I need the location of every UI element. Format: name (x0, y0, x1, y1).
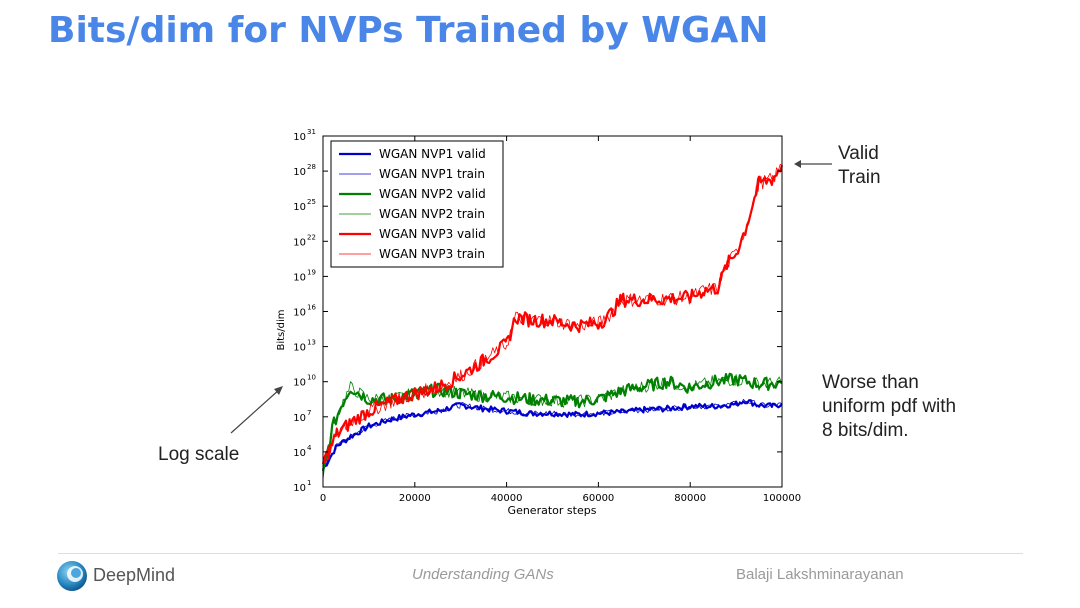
y-tick-label: 10 (293, 167, 306, 178)
annotation-line-2: uniform pdf with (822, 396, 957, 417)
y-tick-label: 10 (293, 272, 306, 283)
x-tick-label: 100000 (763, 493, 801, 504)
series-line-wgan-nvp1-train (322, 399, 783, 472)
y-tick-exponent: 13 (307, 339, 316, 347)
y-tick-exponent: 7 (307, 409, 311, 417)
y-tick-exponent: 10 (307, 374, 316, 382)
arrow-log-scale (230, 386, 283, 434)
y-tick-label: 10 (293, 237, 306, 248)
x-tick-label: 40000 (491, 493, 523, 504)
y-axis-label: Bits/dim (276, 309, 287, 350)
deepmind-logo-icon (57, 561, 87, 591)
plot-lines (321, 164, 784, 480)
x-ticks: 0 20000 40000 60000 80000 100000 (320, 136, 801, 504)
annotation-train: Train (838, 167, 881, 188)
legend-label: WGAN NVP3 train (379, 247, 485, 261)
plot-frame (322, 135, 783, 488)
annotation-worse-than-uniform: Worse than uniform pdf with 8 bits/dim. (822, 371, 956, 443)
y-tick-exponent: 19 (307, 268, 316, 276)
y-tick-label: 10 (293, 202, 306, 213)
x-tick-label: 20000 (399, 493, 431, 504)
footer-divider (58, 553, 1023, 554)
series-line-wgan-nvp2-train (322, 374, 783, 480)
footer-author: Balaji Lakshminarayanan (736, 566, 904, 583)
y-tick-exponent: 28 (307, 163, 316, 171)
legend: WGAN NVP1 valid WGAN NVP1 train WGAN NVP2 … (330, 140, 504, 268)
legend-box (330, 140, 504, 268)
x-axis-label: Generator steps (508, 504, 597, 517)
footer-presentation-title: Understanding GANs (412, 566, 554, 583)
y-tick-exponent: 22 (307, 233, 316, 241)
annotation-line-1: Worse than (822, 372, 919, 393)
legend-label: WGAN NVP2 train (379, 207, 485, 221)
y-tick-exponent: 16 (307, 304, 316, 312)
y-tick-label: 10 (293, 343, 306, 354)
series-line-wgan-nvp3-train (322, 164, 783, 465)
y-tick-exponent: 25 (307, 198, 316, 206)
series-line-wgan-nvp1-valid (322, 399, 783, 471)
x-tick-label: 60000 (582, 493, 614, 504)
x-tick-label: 0 (320, 493, 326, 504)
y-axis-label-text: Bits/dim (276, 309, 287, 350)
annotation-valid: Valid (838, 143, 879, 164)
arrow-valid (794, 160, 832, 168)
y-tick-label: 10 (293, 378, 306, 389)
x-tick-label: 80000 (674, 493, 706, 504)
slide-title: Bits/dim for NVPs Trained by WGAN (48, 10, 769, 51)
deepmind-logo-text: DeepMind (93, 565, 176, 585)
legend-label: WGAN NVP1 train (379, 167, 485, 181)
y-tick-label: 10 (293, 132, 306, 143)
annotation-valid-train: Valid Train (838, 142, 881, 190)
annotation-line-3: 8 bits/dim. (822, 420, 909, 441)
y-tick-exponent: 1 (307, 479, 311, 487)
y-tick-label: 10 (293, 308, 306, 319)
y-tick-exponent: 31 (307, 128, 316, 136)
annotation-log-scale: Log scale (158, 444, 240, 465)
y-tick-exponent: 4 (307, 444, 312, 452)
series-line-wgan-nvp2-valid (321, 372, 783, 472)
y-tick-label: 10 (293, 448, 306, 459)
legend-label: WGAN NVP3 valid (379, 227, 486, 241)
legend-label: WGAN NVP2 valid (379, 187, 486, 201)
y-tick-label: 10 (293, 413, 306, 424)
legend-label: WGAN NVP1 valid (379, 147, 486, 161)
y-tick-label: 10 (293, 483, 306, 494)
